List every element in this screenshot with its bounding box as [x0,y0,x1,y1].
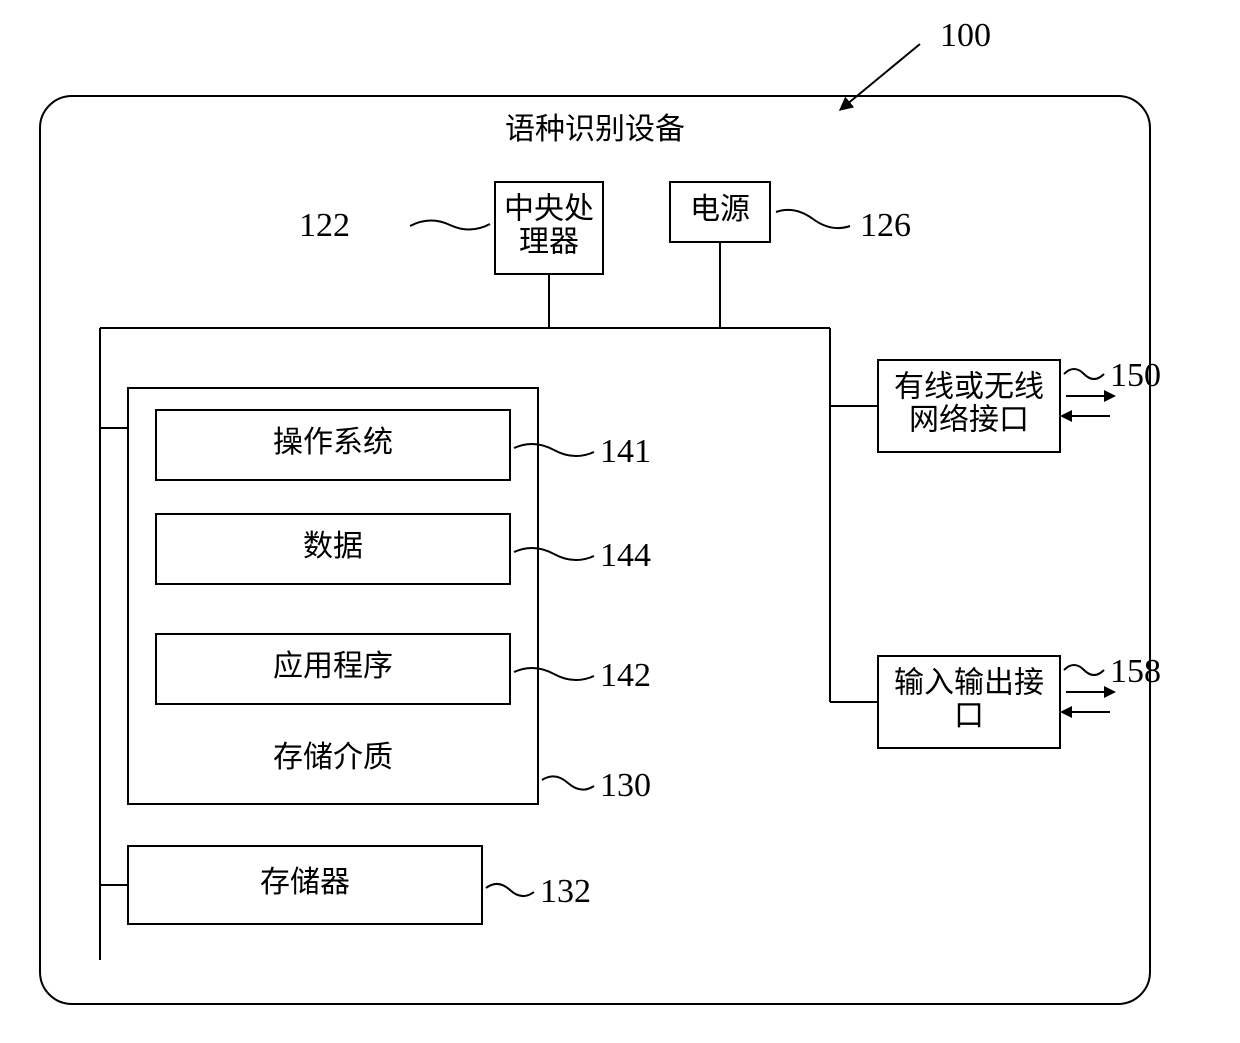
power-ref-lead [776,210,850,228]
device-outer-box [40,96,1150,1004]
os-ref-lead [514,444,594,456]
medium-label: 存储介质 [273,741,393,774]
device-title: 语种识别设备 [505,113,685,146]
device-ref-number: 100 [940,17,991,54]
net-ref-number: 150 [1110,357,1161,394]
os-label: 操作系统 [273,426,393,459]
mem-label: 存储器 [260,866,350,899]
mem-ref-lead [486,884,534,896]
device-ref-arrow [840,44,920,110]
net-label-2: 网络接口 [909,403,1029,436]
data-ref-number: 144 [600,537,651,574]
app-ref-number: 142 [600,657,651,694]
cpu-label-2: 理器 [519,225,579,258]
app-label: 应用程序 [273,650,393,683]
io-label-2: 口 [954,699,984,732]
power-ref-number: 126 [860,207,911,244]
io-ref-number: 158 [1110,653,1161,690]
data-ref-lead [514,548,594,560]
medium-ref-lead [542,776,594,789]
cpu-label-1: 中央处 [504,192,594,225]
io-ref-lead [1064,665,1104,675]
medium-ref-number: 130 [600,767,651,804]
power-label: 电源 [690,193,750,226]
os-ref-number: 141 [600,433,651,470]
io-label-1: 输入输出接 [894,666,1044,699]
data-label: 数据 [303,530,363,563]
app-ref-lead [514,668,594,680]
mem-ref-number: 132 [540,873,591,910]
cpu-ref-lead [410,220,490,229]
net-ref-lead [1064,369,1104,379]
cpu-ref-number: 122 [299,207,350,244]
net-label-1: 有线或无线 [894,370,1044,403]
